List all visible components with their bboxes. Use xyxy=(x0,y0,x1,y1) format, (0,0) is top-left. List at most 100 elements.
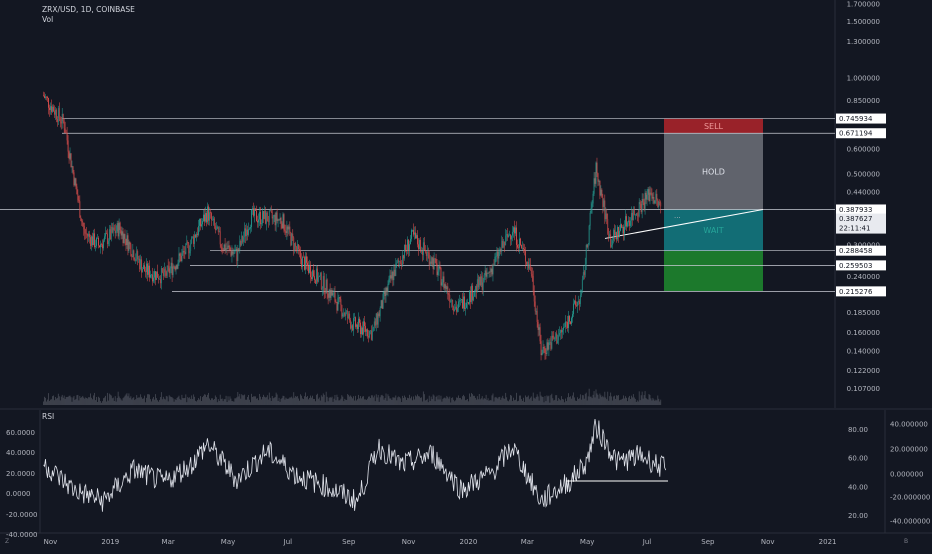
volume-bar xyxy=(618,395,619,405)
volume-bar xyxy=(341,395,343,405)
candle-body xyxy=(562,329,563,333)
candle-body xyxy=(253,208,254,216)
candle-body xyxy=(131,255,133,257)
volume-bar xyxy=(249,399,250,405)
candle-body xyxy=(374,321,376,326)
candle-body xyxy=(581,279,583,291)
candle-body xyxy=(368,330,370,338)
candle-body xyxy=(538,327,540,330)
candle-body xyxy=(159,279,161,284)
volume-bar xyxy=(627,401,628,405)
volume-bar xyxy=(308,399,309,405)
volume-bar xyxy=(572,395,573,405)
volume-bar xyxy=(271,395,273,405)
candle-body xyxy=(324,293,326,294)
volume-bar xyxy=(144,395,145,405)
volume-bar xyxy=(633,397,635,405)
volume-bar xyxy=(385,393,387,405)
candle-body xyxy=(609,234,611,238)
volume-bar xyxy=(204,394,205,405)
volume-bar xyxy=(127,396,129,405)
candle-body xyxy=(521,245,522,249)
candle-body xyxy=(514,227,515,234)
candle-body xyxy=(70,153,72,168)
candle-body xyxy=(534,301,536,312)
candle-body xyxy=(640,204,642,213)
candle-body xyxy=(424,250,426,252)
volume-bar xyxy=(45,397,46,405)
volume-bar xyxy=(587,396,589,405)
volume-bar xyxy=(625,396,626,405)
candle-body xyxy=(537,321,539,330)
candle-body xyxy=(341,305,343,317)
volume-bar xyxy=(508,401,510,405)
candle-body xyxy=(48,98,49,108)
volume-bar xyxy=(116,397,118,405)
volume-bar xyxy=(444,397,446,405)
volume-bar xyxy=(328,397,330,405)
volume-bar xyxy=(534,398,536,405)
candle-body xyxy=(648,189,650,202)
volume-bar xyxy=(427,402,429,405)
volume-bar xyxy=(582,395,584,405)
candle-body xyxy=(168,266,170,274)
volume-bar xyxy=(629,398,631,405)
volume-bar xyxy=(313,398,314,405)
time-tick-label: Sep xyxy=(701,538,715,546)
right-corner-icon[interactable]: B xyxy=(904,538,909,545)
volume-bar xyxy=(421,401,423,405)
volume-bar xyxy=(391,400,393,405)
rsi-left-tick: -20.0000 xyxy=(6,511,37,519)
volume-bar xyxy=(88,397,90,405)
candle-body xyxy=(307,262,308,266)
volume-bar xyxy=(494,397,496,405)
candle-body xyxy=(555,333,557,339)
price-tag-bg xyxy=(836,286,886,297)
volume-bar xyxy=(386,400,388,405)
volume-bar xyxy=(111,398,113,405)
volume-bar xyxy=(407,397,408,405)
price-tick-label: 1.000000 xyxy=(847,74,880,82)
candle-body xyxy=(310,265,311,278)
candle-body xyxy=(193,236,195,244)
volume-bar xyxy=(119,398,121,405)
candle-body xyxy=(576,305,577,307)
candle-body xyxy=(503,241,505,248)
volume-bar xyxy=(552,398,554,405)
candle-body xyxy=(306,256,307,263)
candle-body xyxy=(429,261,431,265)
candle-body xyxy=(618,226,619,238)
volume-bar xyxy=(492,393,494,405)
volume-bar xyxy=(500,399,502,405)
candle-body xyxy=(587,244,589,248)
volume-bar xyxy=(68,395,70,405)
volume-bar xyxy=(200,396,201,405)
candle-body xyxy=(347,310,349,319)
volume-bar xyxy=(128,393,130,405)
candle-body xyxy=(264,211,266,224)
volume-bar xyxy=(557,400,559,405)
candle-body xyxy=(203,214,204,222)
volume-bar xyxy=(232,401,234,405)
volume-bar xyxy=(594,397,596,405)
volume-bar xyxy=(502,395,504,405)
volume-bar xyxy=(377,394,379,405)
volume-bar xyxy=(432,394,434,405)
candle-body xyxy=(279,218,281,220)
candle-body xyxy=(466,302,467,308)
left-corner-icon[interactable]: Z xyxy=(5,538,10,545)
candle-body xyxy=(263,211,265,219)
volume-bar xyxy=(369,398,371,405)
volume-bar xyxy=(639,400,641,405)
candle-body xyxy=(628,220,629,223)
volume-bar xyxy=(585,392,587,405)
volume-bar xyxy=(335,400,337,405)
volume-bar xyxy=(403,397,405,405)
volume-bar xyxy=(67,396,69,405)
volume-bar xyxy=(460,397,461,405)
candle-body xyxy=(416,235,417,239)
candle-body xyxy=(365,326,366,332)
volume-bar xyxy=(431,399,433,405)
